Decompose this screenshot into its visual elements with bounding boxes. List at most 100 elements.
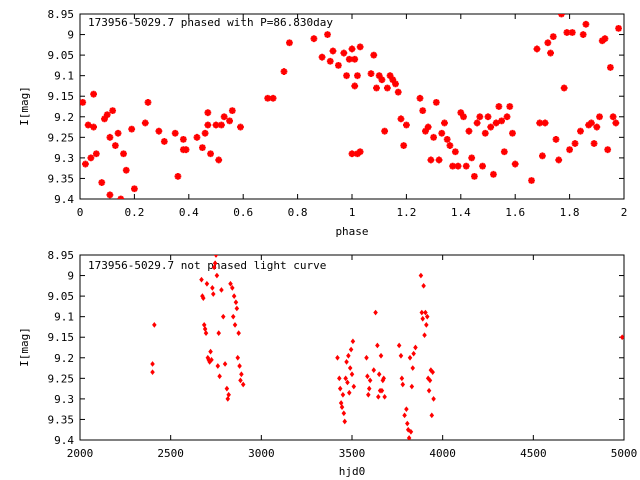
top-data-point (160, 138, 168, 145)
bottom-data-point (347, 365, 353, 371)
bottom-y-tick-label: 8.95 (48, 249, 75, 262)
bottom-data-point (382, 393, 387, 400)
top-x-tick-label: 0.4 (179, 206, 199, 219)
top-data-point (335, 61, 342, 69)
bottom-data-point (411, 350, 416, 357)
top-data-point (82, 160, 89, 168)
bottom-data-series (150, 255, 624, 440)
top-data-series (80, 14, 622, 199)
bottom-y-tick-label: 9.35 (48, 413, 75, 426)
bottom-data-point (216, 330, 221, 336)
top-data-point (343, 72, 350, 80)
top-data-point (607, 64, 614, 71)
bottom-data-point (366, 385, 372, 392)
top-x-tick-label: 0.8 (288, 206, 308, 219)
bottom-data-point (407, 354, 413, 361)
bottom-data-point (152, 322, 157, 328)
top-data-point (590, 140, 598, 147)
bottom-data-point (381, 375, 387, 382)
bottom-data-point (619, 334, 624, 341)
top-data-point (536, 119, 544, 127)
top-data-point (174, 172, 182, 180)
top-data-point (582, 20, 590, 28)
bottom-data-point (237, 363, 242, 369)
bottom-data-point (408, 428, 414, 435)
top-data-point (356, 148, 364, 156)
top-data-point (329, 47, 337, 55)
top-data-point (558, 14, 565, 18)
bottom-y-tick-label: 9.15 (48, 331, 75, 344)
bottom-data-point (398, 352, 404, 359)
top-data-point (443, 135, 451, 143)
bottom-data-point (375, 342, 380, 349)
bottom-x-tick-label: 2500 (157, 447, 184, 460)
top-y-tick-label: 9.1 (54, 70, 74, 83)
top-data-point (117, 195, 125, 199)
bottom-data-point (347, 389, 352, 396)
top-data-point (587, 119, 595, 127)
bottom-data-point (236, 330, 241, 336)
top-data-point (615, 24, 622, 32)
top-data-point (416, 94, 424, 102)
top-y-tick-label: 9.05 (48, 49, 75, 62)
top-data-point (120, 150, 127, 158)
top-data-point (441, 119, 448, 127)
top-data-point (533, 45, 541, 53)
bottom-data-point (234, 305, 240, 312)
top-data-point (367, 70, 375, 78)
bottom-x-tick-label: 2000 (67, 447, 94, 460)
top-data-point (122, 166, 130, 174)
top-data-point (269, 94, 277, 102)
top-data-point (419, 107, 427, 115)
top-x-tick-label: 2 (621, 206, 628, 219)
bottom-data-point (220, 313, 226, 320)
top-data-point (201, 129, 209, 137)
top-data-point (438, 129, 446, 137)
top-panel: 0 0.2 0.4 0.6 0.8 1 1.2 1.4 1.6 1.8 2 8.95 9 9.05 9.1 9… (18, 8, 627, 238)
bottom-data-point (424, 322, 429, 328)
bottom-data-point (222, 361, 228, 367)
top-data-point (264, 94, 272, 102)
top-data-point (280, 68, 288, 75)
top-data-point (490, 170, 497, 178)
top-y-tick-label: 8.95 (48, 8, 75, 21)
bottom-data-point (211, 264, 217, 271)
bottom-data-point (233, 299, 239, 306)
bottom-data-point (366, 391, 371, 398)
bottom-data-point (208, 348, 213, 355)
top-data-point (498, 117, 505, 125)
bottom-data-point (232, 322, 238, 328)
top-data-point (432, 98, 440, 106)
top-data-point (111, 142, 119, 149)
top-chart-title: 173956-5029.7 phased with P=86.830day (88, 16, 333, 29)
top-data-point (422, 127, 429, 135)
bottom-data-point (217, 373, 222, 380)
top-y-tick-label: 9 (67, 29, 74, 42)
bottom-y-tick-label: 9.3 (54, 393, 74, 406)
bottom-data-point (345, 379, 350, 386)
top-y-tick-label: 9.25 (48, 131, 75, 144)
bottom-data-point (239, 371, 244, 378)
top-data-point (451, 148, 459, 156)
bottom-x-tick-label: 4500 (520, 447, 547, 460)
top-data-point (386, 72, 394, 80)
top-data-point (449, 162, 457, 170)
bottom-data-point (215, 363, 221, 369)
bottom-data-point (429, 412, 435, 419)
top-data-point (427, 156, 435, 164)
top-data-point (106, 133, 114, 141)
top-data-point (454, 162, 462, 170)
bottom-data-point (344, 359, 349, 365)
top-y-tick-label: 9.4 (54, 193, 74, 206)
bottom-data-point (427, 377, 433, 384)
bottom-data-point (225, 396, 231, 402)
bottom-y-tick-label: 9.25 (48, 372, 75, 385)
bottom-data-point (235, 354, 241, 361)
bottom-x-tick-label: 3000 (248, 447, 275, 460)
top-data-point (547, 49, 554, 57)
bottom-data-point (351, 383, 357, 390)
top-data-point (354, 72, 361, 80)
bottom-data-point (373, 309, 378, 316)
bottom-data-point (424, 313, 430, 320)
